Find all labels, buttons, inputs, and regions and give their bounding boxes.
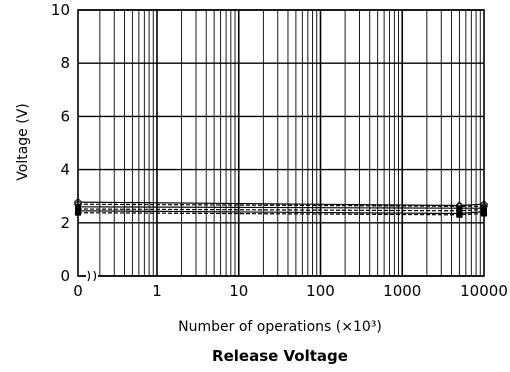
x-tick-label: 0 (73, 282, 83, 300)
chart-title: Release Voltage (212, 347, 348, 365)
y-tick-label: 10 (51, 1, 70, 19)
y-tick-label: 8 (60, 54, 70, 72)
grid-lines (78, 9, 484, 277)
y-tick-label: 2 (60, 214, 70, 232)
data-point (456, 211, 463, 218)
x-tick-label: 10 (229, 282, 248, 300)
y-axis-label: Voltage (V) (15, 103, 31, 180)
axis-break-mark (93, 270, 97, 282)
y-tick-label: 6 (60, 107, 70, 125)
y-tick-label: 4 (60, 161, 70, 179)
axes (77, 9, 485, 282)
x-axis-label: Number of operations (×10³) (178, 319, 382, 335)
y-tick-label: 0 (60, 267, 70, 285)
plot-frame (77, 9, 485, 277)
axis-break-mark (87, 270, 91, 282)
x-tick-label: 100 (306, 282, 335, 300)
data-series (73, 197, 489, 218)
x-tick-label: 10000 (460, 282, 508, 300)
x-tick-label: 1000 (383, 282, 421, 300)
x-tick-label: 1 (152, 282, 162, 300)
